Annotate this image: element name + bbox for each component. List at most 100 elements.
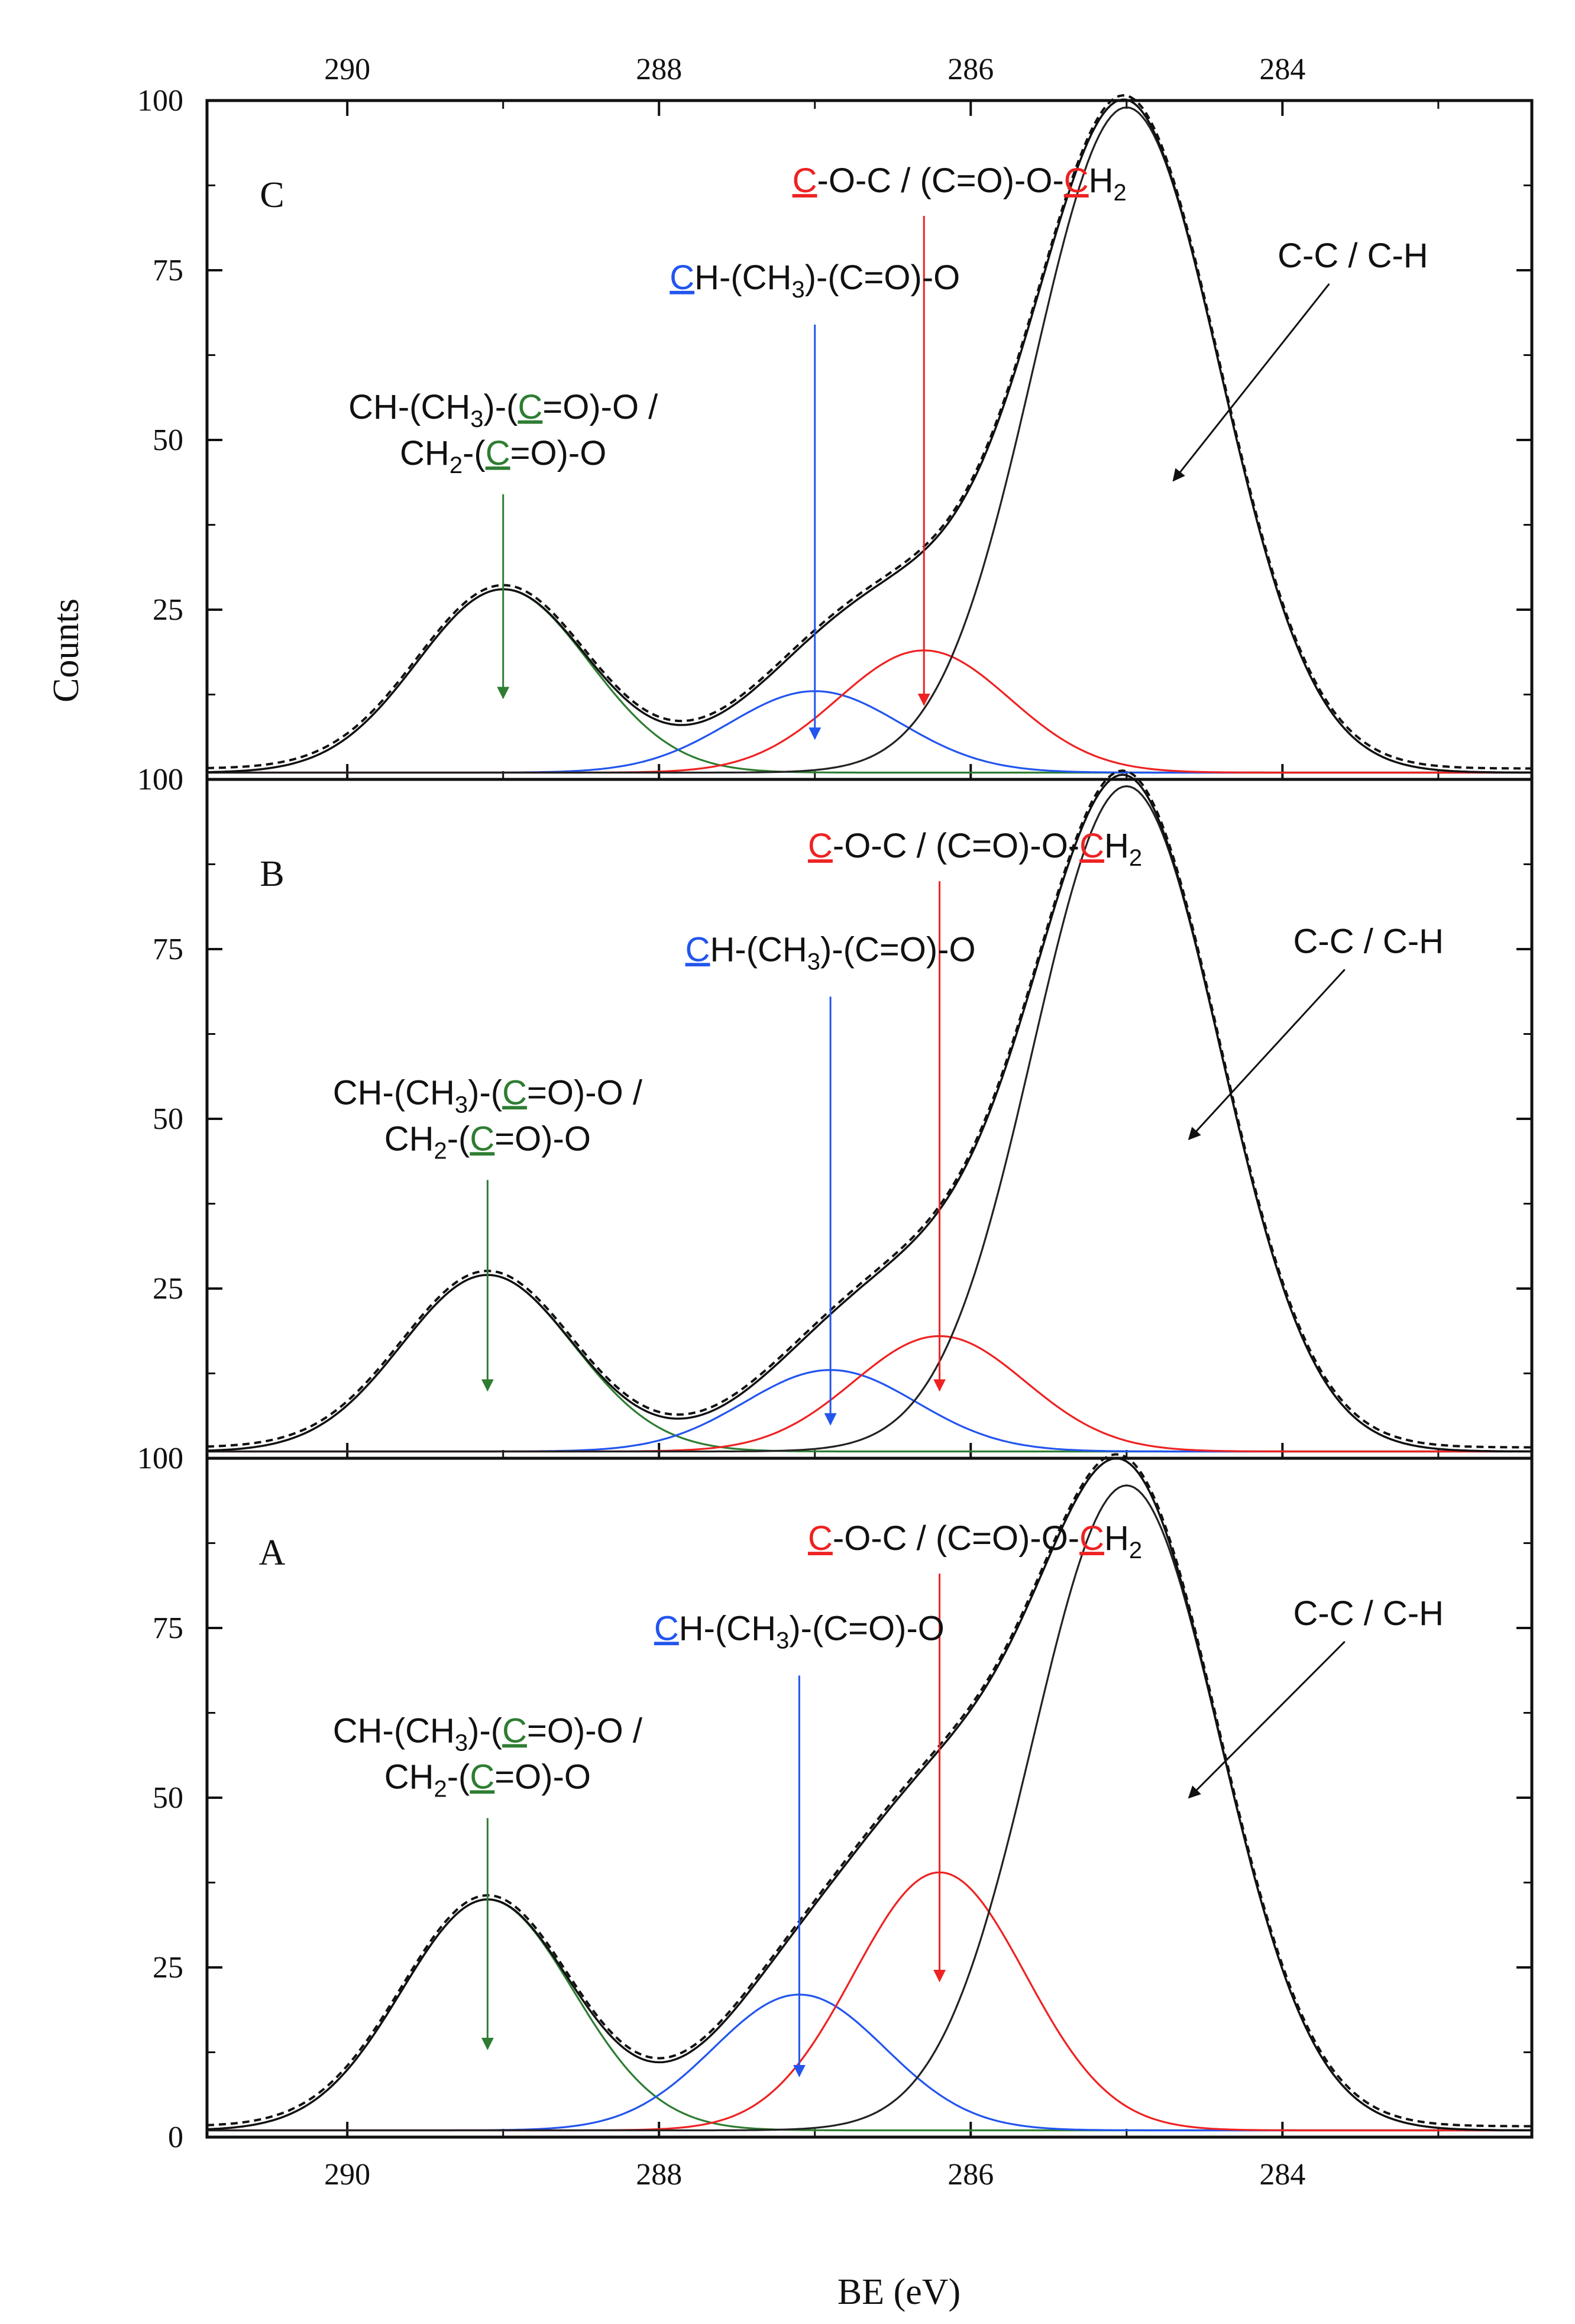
label-segment: 3 bbox=[455, 1730, 468, 1756]
label-segment: =O)-O bbox=[494, 1119, 591, 1158]
measured-data-curve bbox=[206, 94, 1532, 770]
label-segment: C bbox=[670, 258, 694, 297]
label-blue: CH-(CH3)-(C=O)-O bbox=[685, 930, 976, 975]
envelope-fit-curve bbox=[206, 98, 1532, 774]
label-blue: CH-(CH3)-(C=O)-O bbox=[670, 258, 960, 303]
label-segment: C bbox=[654, 1609, 679, 1647]
y-tick-label: 50 bbox=[153, 1781, 183, 1815]
top-x-tick-label: 284 bbox=[1259, 53, 1305, 86]
label-c-c: C-C / C-H bbox=[1278, 237, 1428, 275]
label-segment: =O)-O / bbox=[527, 1073, 643, 1112]
label-segment: C bbox=[502, 1711, 527, 1750]
label-segment: C bbox=[685, 930, 710, 969]
label-segment: 3 bbox=[776, 1627, 789, 1653]
label-segment: 3 bbox=[807, 949, 820, 975]
label-segment: =O)-O bbox=[510, 434, 607, 472]
label-blue: CH-(CH3)-(C=O)-O bbox=[654, 1609, 945, 1653]
label-green-line1: CH-(CH3)-(C=O)-O / bbox=[333, 1711, 643, 1756]
label-segment: -( bbox=[463, 434, 486, 472]
label-segment: CH-(CH bbox=[348, 388, 470, 426]
label-segment: )-( bbox=[468, 1711, 502, 1750]
label-green-line2: CH2-(C=O)-O bbox=[384, 1119, 591, 1164]
label-segment: C bbox=[1064, 161, 1089, 200]
label-segment: -O-C / (C=O)-O- bbox=[817, 161, 1064, 200]
label-segment: H bbox=[1104, 1519, 1129, 1558]
top-x-tick-label: 290 bbox=[324, 53, 370, 86]
label-segment: C bbox=[470, 1119, 494, 1158]
panel-label: A bbox=[259, 1533, 286, 1573]
arrow-c-c bbox=[1172, 283, 1330, 482]
label-segment: )-( bbox=[468, 1073, 502, 1112]
arrow-c-c bbox=[1188, 969, 1346, 1140]
label-segment: CH bbox=[384, 1119, 434, 1158]
label-green-line1: CH-(CH3)-(C=O)-O / bbox=[333, 1073, 643, 1118]
label-segment: -O-C / (C=O)-O- bbox=[833, 827, 1079, 865]
label-segment: H bbox=[1089, 161, 1114, 200]
label-segment: C bbox=[486, 434, 510, 472]
label-segment: )-(C=O)-O bbox=[805, 258, 960, 297]
measured-data-curve bbox=[206, 769, 1532, 1449]
label-segment: H-(CH bbox=[694, 258, 791, 297]
label-segment: )-( bbox=[484, 388, 518, 426]
label-segment: C bbox=[1079, 827, 1104, 865]
y-tick-label: 50 bbox=[153, 423, 183, 457]
bottom-x-tick-label: 284 bbox=[1259, 2158, 1305, 2192]
label-green-line2: CH2-(C=O)-O bbox=[400, 434, 606, 478]
label-segment: 2 bbox=[434, 1138, 447, 1164]
label-segment: 2 bbox=[449, 452, 463, 478]
y-tick-label: 100 bbox=[137, 1442, 183, 1475]
y-tick-label: 100 bbox=[137, 763, 183, 797]
label-c-c: C-C / C-H bbox=[1293, 1594, 1444, 1633]
bottom-x-tick-label: 288 bbox=[636, 2158, 682, 2192]
label-segment: )-(C=O)-O bbox=[820, 930, 976, 969]
y-tick-label: 50 bbox=[153, 1102, 183, 1136]
y-tick-label: 0 bbox=[168, 2121, 183, 2154]
y-tick-label: 25 bbox=[153, 1951, 183, 1985]
label-segment: -O-C / (C=O)-O- bbox=[833, 1519, 1079, 1558]
label-red: C-O-C / (C=O)-O-CH2 bbox=[808, 1519, 1142, 1564]
label-segment: -( bbox=[447, 1757, 470, 1796]
bottom-x-tick-label: 286 bbox=[947, 2158, 994, 2192]
label-red: C-O-C / (C=O)-O-CH2 bbox=[793, 161, 1127, 206]
label-segment: C bbox=[793, 161, 817, 200]
y-tick-label: 75 bbox=[153, 254, 183, 287]
label-segment: -( bbox=[447, 1119, 470, 1158]
label-segment: 2 bbox=[1129, 1538, 1142, 1564]
label-segment: H-(CH bbox=[710, 930, 807, 969]
label-segment: C bbox=[1079, 1519, 1104, 1558]
y-tick-label: 75 bbox=[153, 933, 183, 966]
label-segment: C bbox=[518, 388, 542, 426]
label-segment: CH-(CH bbox=[333, 1711, 455, 1750]
label-green-line2: CH2-(C=O)-O bbox=[384, 1757, 591, 1802]
label-segment: CH-(CH bbox=[333, 1073, 455, 1112]
label-red: C-O-C / (C=O)-O-CH2 bbox=[808, 827, 1142, 871]
label-segment: =O)-O / bbox=[527, 1711, 643, 1750]
label-green-line1: CH-(CH3)-(C=O)-O / bbox=[348, 388, 658, 432]
panel-label: B bbox=[260, 854, 284, 894]
label-segment: 2 bbox=[434, 1776, 447, 1802]
y-tick-label: 100 bbox=[137, 763, 183, 797]
label-segment: C bbox=[470, 1757, 494, 1796]
label-segment: 3 bbox=[470, 406, 483, 432]
bottom-x-tick-label: 290 bbox=[324, 2158, 370, 2192]
label-segment: C bbox=[808, 827, 833, 865]
label-segment: CH bbox=[384, 1757, 434, 1796]
label-segment: =O)-O bbox=[494, 1757, 591, 1796]
label-segment: CH bbox=[400, 434, 449, 472]
label-c-c: C-C / C-H bbox=[1293, 922, 1444, 960]
label-segment: 2 bbox=[1114, 180, 1127, 206]
y-tick-label: 100 bbox=[137, 1442, 183, 1475]
y-tick-label: 25 bbox=[153, 1272, 183, 1306]
top-x-tick-label: 286 bbox=[947, 53, 994, 86]
plot-area: 290 288 286 284100255075100CCH-(CH3)-(C=O)-… bbox=[137, 53, 1534, 2192]
envelope-fit-curve bbox=[206, 1457, 1532, 2132]
top-x-tick-label: 288 bbox=[636, 53, 682, 86]
y-tick-label: 100 bbox=[137, 84, 183, 118]
label-segment: C bbox=[502, 1073, 527, 1112]
x-axis-label: BE (eV) bbox=[837, 2272, 960, 2312]
